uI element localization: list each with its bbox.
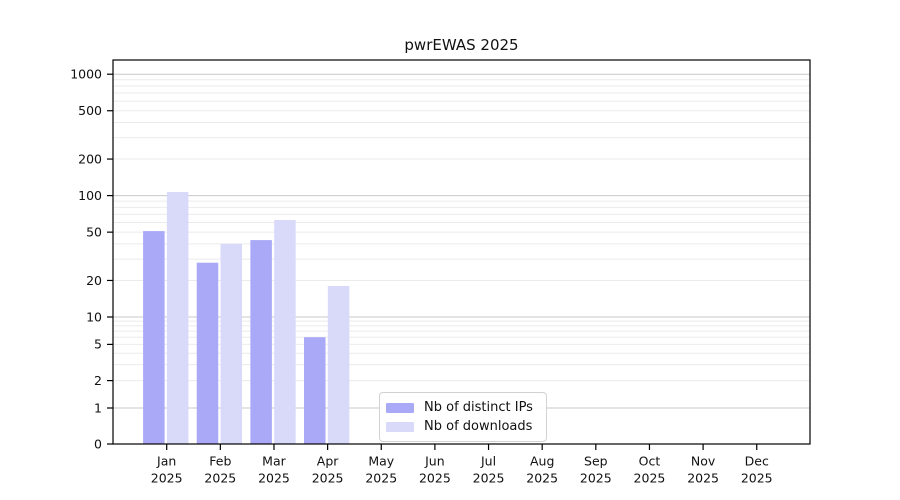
bar-downloads-jan [166,192,189,444]
bar-distinct-ips-apr [304,337,326,444]
x-tick-label-month: Aug [530,454,554,469]
x-tick-label-year: 2025 [419,471,451,486]
x-tick-label-year: 2025 [365,471,397,486]
y-tick-label: 50 [86,224,102,239]
x-tick-label-month: Jun [424,454,445,469]
x-tick-label-month: Jan [156,454,176,469]
x-tick-label-year: 2025 [580,471,612,486]
legend-item-downloads: Nb of downloads [386,417,540,436]
x-tick-label-month: Dec [745,454,769,469]
legend-swatch-distinct-ips [386,402,414,413]
y-tick-label: 1 [94,400,102,415]
x-tick-label-month: May [368,454,394,469]
legend-label-distinct-ips: Nb of distinct IPs [424,400,533,415]
x-tick-label-year: 2025 [258,471,290,486]
x-tick-label-month: Nov [691,454,716,469]
bar-downloads-mar [274,219,296,444]
legend-item-distinct-ips: Nb of distinct IPs [386,398,540,417]
y-tick-label: 2 [94,373,102,388]
y-tick-label: 10 [86,309,102,324]
bar-distinct-ips-jan [143,231,165,444]
y-tick-label: 5 [94,337,102,352]
x-tick-label-year: 2025 [151,471,183,486]
bar-downloads-apr [327,286,350,444]
x-tick-label-year: 2025 [634,471,666,486]
x-tick-label-year: 2025 [312,471,344,486]
legend-label-downloads: Nb of downloads [424,419,533,434]
bar-downloads-feb [220,243,243,444]
x-tick-label-year: 2025 [473,471,505,486]
x-tick-label-month: Jul [480,454,496,469]
y-tick-label: 20 [86,273,102,288]
bar-distinct-ips-mar [250,240,272,444]
x-tick-label-month: Oct [639,454,661,469]
plot-border [112,59,811,445]
y-tick-label: 0 [94,436,102,451]
legend-swatch-downloads [386,421,414,432]
chart-title: pwrEWAS 2025 [404,36,519,54]
x-tick-label-year: 2025 [741,471,773,486]
y-tick-label: 200 [78,151,102,166]
x-tick-label-month: Feb [209,454,231,469]
bar-distinct-ips-feb [196,262,219,444]
x-tick-label-month: Sep [584,454,608,469]
x-tick-label-year: 2025 [204,471,236,486]
x-tick-label-month: Mar [262,454,286,469]
x-tick-label-year: 2025 [526,471,558,486]
y-tick-label: 500 [78,103,102,118]
x-tick-label-year: 2025 [687,471,719,486]
x-tick-label-month: Apr [317,454,339,469]
y-tick-label: 1000 [70,67,102,82]
chart-legend: Nb of distinct IPs Nb of downloads [379,392,547,442]
y-tick-label: 100 [78,188,102,203]
